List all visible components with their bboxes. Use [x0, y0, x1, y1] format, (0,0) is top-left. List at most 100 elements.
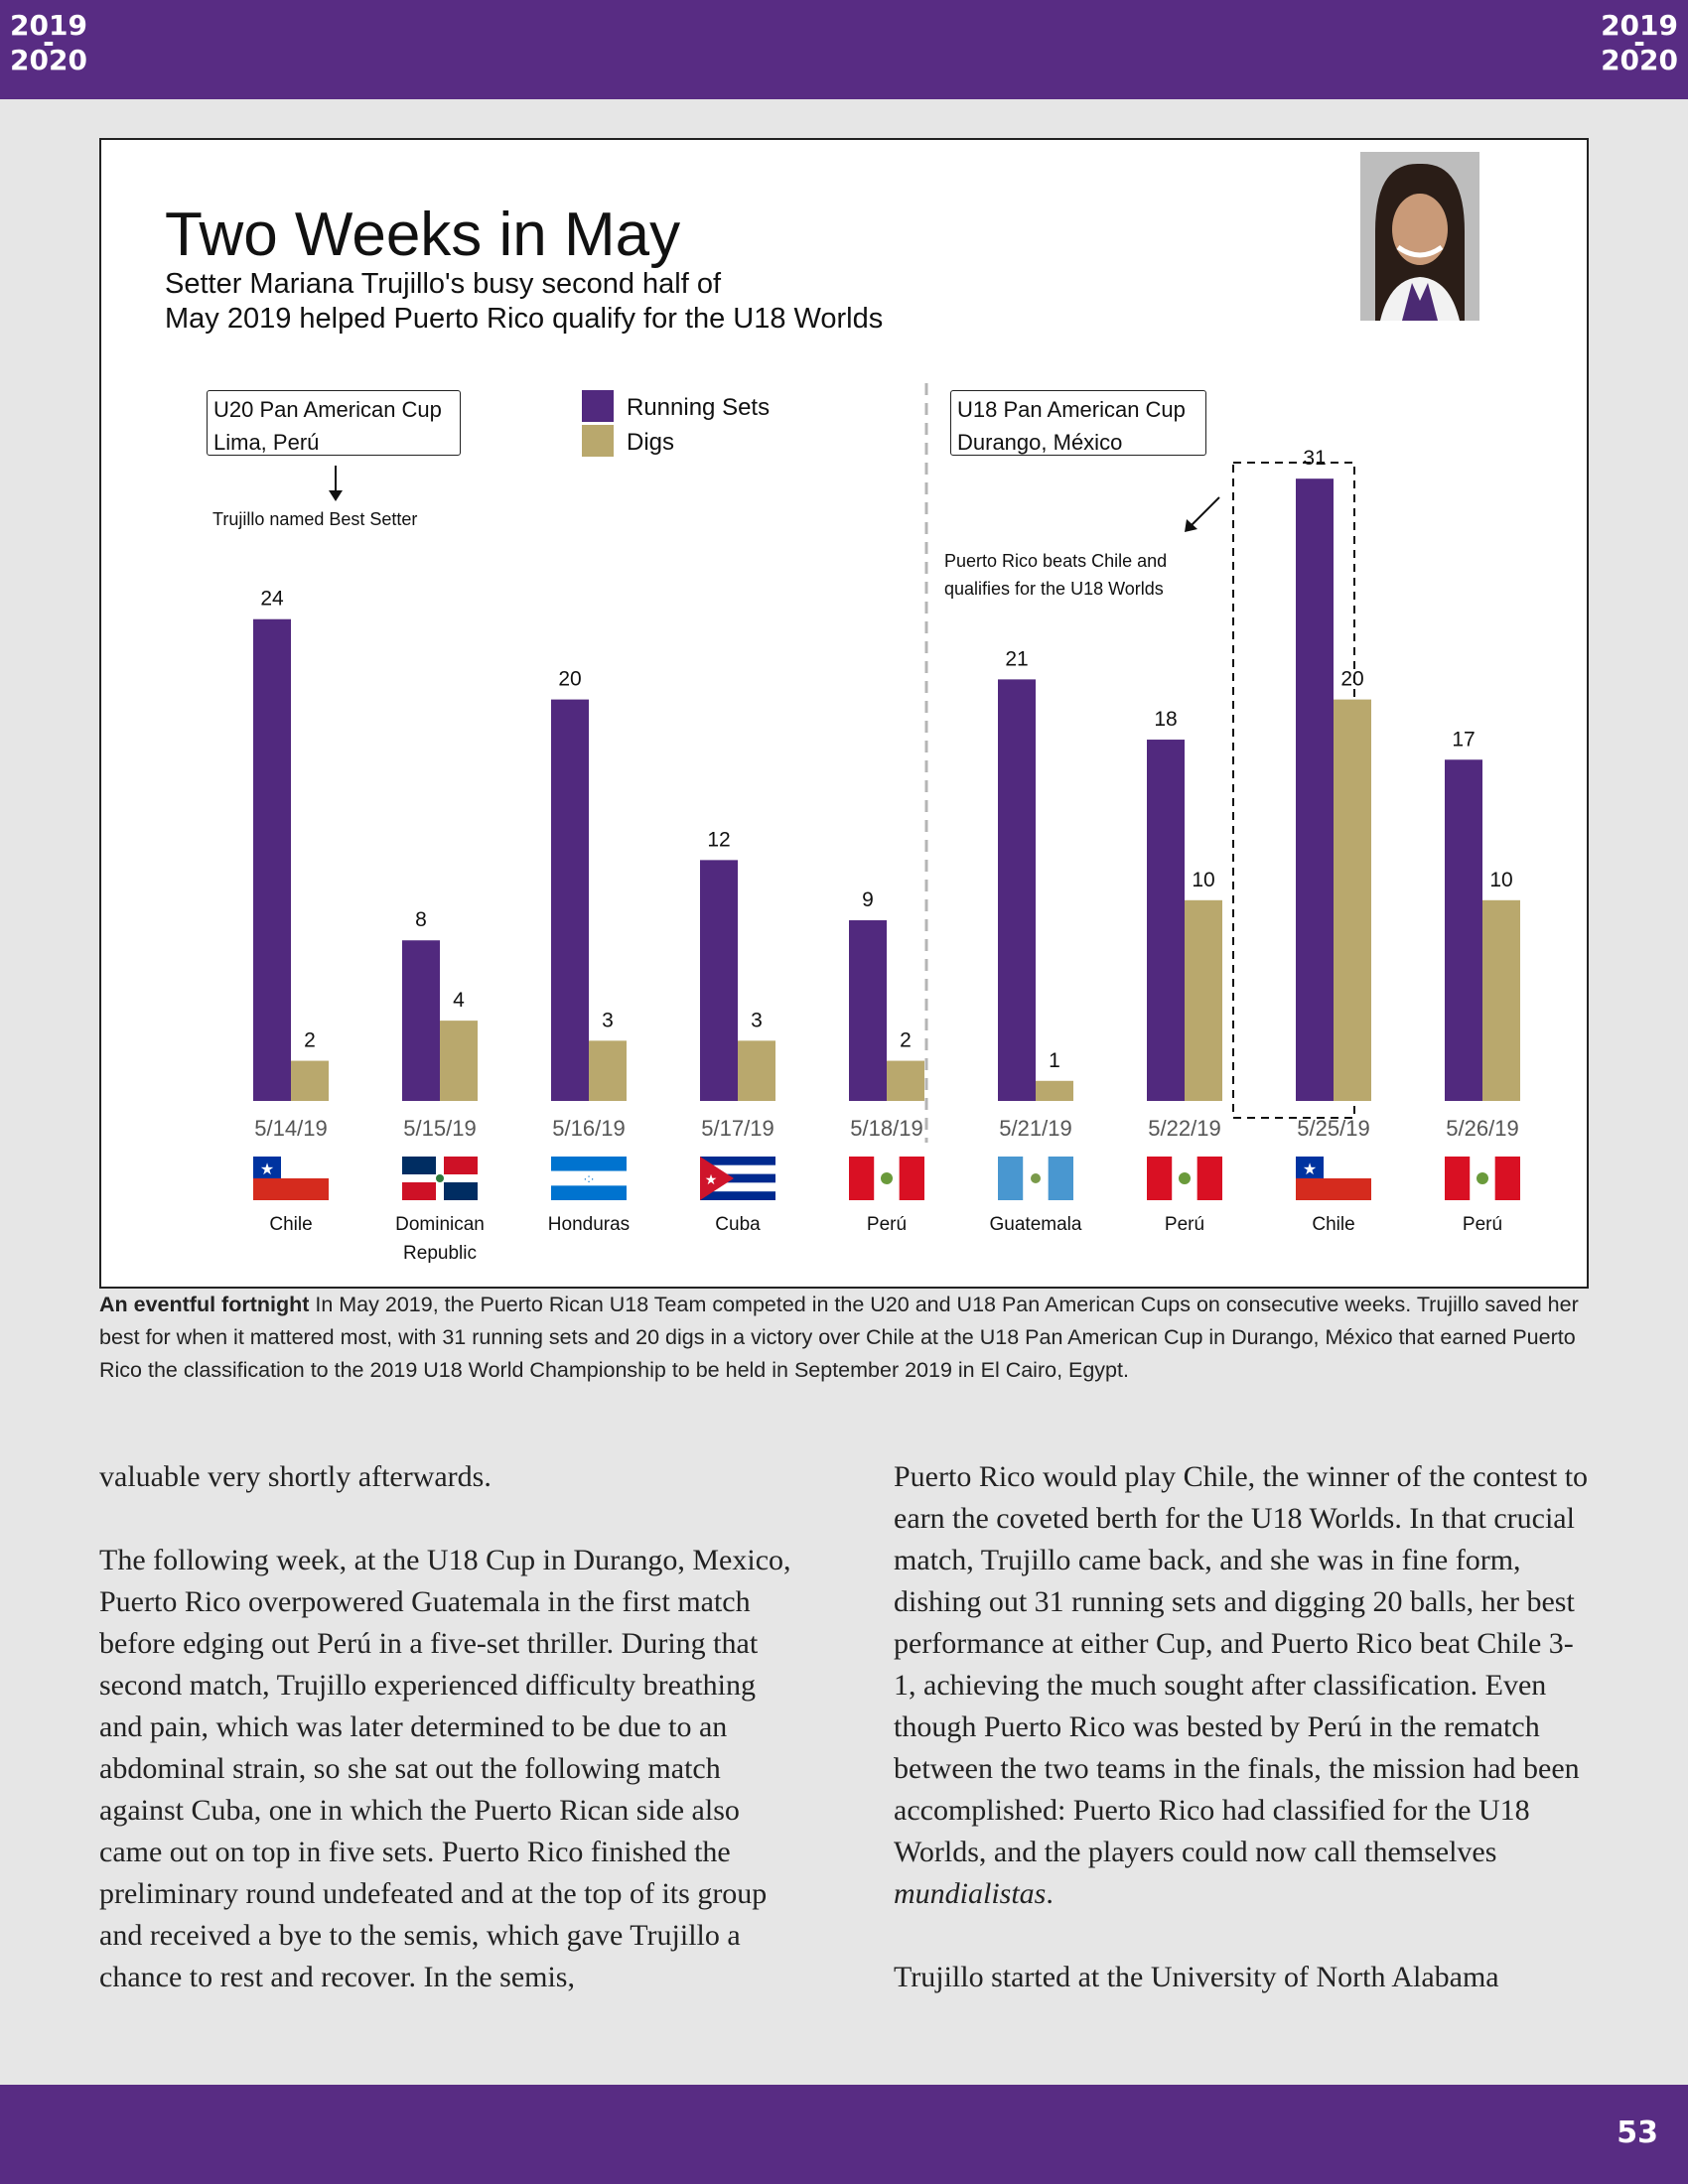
- flag-7-star: ★: [1303, 1161, 1317, 1178]
- flag-0-star: ★: [260, 1161, 274, 1178]
- x-tick-label-6: 5/22/19: [1148, 1116, 1220, 1141]
- bar-running-sets-4: [849, 920, 887, 1101]
- chart-figure: Two Weeks in May Setter Mariana Trujillo…: [99, 138, 1589, 1289]
- opponent-label-4: Perú: [867, 1214, 907, 1235]
- player-photo: [1360, 152, 1479, 321]
- opponent-label-6: Perú: [1165, 1214, 1204, 1235]
- data-label-1-0: 2: [304, 1029, 316, 1052]
- bar-running-sets-8: [1445, 759, 1482, 1101]
- flag-5-right: [1048, 1157, 1073, 1200]
- data-label-1-8: 10: [1489, 869, 1512, 891]
- data-label-0-6: 18: [1154, 708, 1177, 731]
- legend-label-digs: Digs: [627, 429, 675, 456]
- flag-7-red: [1296, 1178, 1371, 1200]
- flag-1-emblem: [436, 1174, 444, 1182]
- u18-tournament-label: U18 Pan American Cup Durango, México: [950, 390, 1206, 456]
- data-label-0-5: 21: [1005, 647, 1028, 670]
- data-label-0-2: 20: [558, 668, 581, 691]
- data-label-1-3: 3: [751, 1009, 763, 1031]
- opponent-label-3: Cuba: [715, 1214, 761, 1235]
- u20-tournament-label: U20 Pan American Cup Lima, Perú: [207, 390, 461, 456]
- flag-6-right: [1196, 1157, 1222, 1200]
- bar-digs-4: [887, 1060, 924, 1101]
- best-setter-arrowhead: [329, 490, 343, 501]
- flag-2-middle: [551, 1170, 627, 1186]
- flag-1-q1: [402, 1157, 440, 1178]
- opponent-label-7: Chile: [1312, 1214, 1354, 1235]
- bar-running-sets-5: [998, 679, 1036, 1101]
- bar-digs-3: [738, 1040, 775, 1101]
- bar-digs-6: [1185, 899, 1222, 1101]
- flag-0-red: [253, 1178, 329, 1200]
- bar-digs-7: [1334, 699, 1371, 1101]
- legend-label-running-sets: Running Sets: [627, 394, 771, 421]
- flag-3-stripe-2: [700, 1173, 775, 1183]
- flag-2-top: [551, 1157, 627, 1171]
- legend-swatch-running-sets: [582, 390, 614, 422]
- bar-digs-2: [589, 1040, 627, 1101]
- flag-1-q2: [440, 1157, 478, 1178]
- bar-running-sets-1: [402, 940, 440, 1101]
- flag-5-left: [998, 1157, 1024, 1200]
- bar-digs-1: [440, 1021, 478, 1101]
- opponent-label-1-b: Republic: [403, 1243, 477, 1264]
- flag-4-emblem: [881, 1172, 893, 1184]
- bar-running-sets-3: [700, 860, 738, 1101]
- opponent-label-2: Honduras: [548, 1214, 630, 1235]
- data-label-0-4: 9: [862, 888, 874, 911]
- x-tick-label-2: 5/16/19: [552, 1116, 625, 1141]
- data-label-0-8: 17: [1452, 728, 1475, 751]
- data-label-0-0: 24: [260, 588, 284, 611]
- flag-3-star: ★: [705, 1171, 718, 1187]
- bar-digs-0: [291, 1060, 329, 1101]
- flag-6-left: [1147, 1157, 1173, 1200]
- opponent-label-0: Chile: [269, 1214, 312, 1235]
- flag-0-canton: [253, 1157, 281, 1178]
- flag-7-canton: [1296, 1157, 1324, 1178]
- x-tick-label-8: 5/26/19: [1446, 1116, 1518, 1141]
- flag-5-emblem: [1031, 1173, 1041, 1183]
- x-tick-label-3: 5/17/19: [701, 1116, 774, 1141]
- bar-running-sets-6: [1147, 740, 1185, 1101]
- flag-2-bottom: [551, 1185, 627, 1200]
- x-tick-label-5: 5/21/19: [999, 1116, 1071, 1141]
- opponent-label-8: Perú: [1463, 1214, 1502, 1235]
- bar-chart: 24 2 5/14/19 ★ Chile 8 4 5/15/19 Dominican Republ…: [253, 383, 1520, 1264]
- bar-digs-5: [1036, 1080, 1073, 1101]
- data-label-1-1: 4: [453, 989, 465, 1012]
- flag-1-q4: [440, 1178, 478, 1200]
- footer-band: [0, 2085, 1688, 2184]
- page-number: 53: [1617, 2116, 1658, 2150]
- flag-1-q3: [402, 1178, 440, 1200]
- figure-caption: An eventful fortnight In May 2019, the P…: [99, 1293, 1579, 1382]
- x-tick-label-1: 5/15/19: [403, 1116, 476, 1141]
- flag-4-left: [849, 1157, 875, 1200]
- x-tick-label-7: 5/25/19: [1297, 1116, 1369, 1141]
- chart-title: Two Weeks in May: [165, 201, 681, 269]
- flag-4-right: [899, 1157, 924, 1200]
- bar-digs-8: [1482, 899, 1520, 1101]
- article-column-right: Puerto Rico would play Chile, the winner…: [894, 1460, 1589, 1993]
- flag-2-stars: ·:·: [583, 1171, 594, 1185]
- flag-3-stripe-4: [700, 1191, 775, 1200]
- qualify-arrow: [1191, 496, 1220, 526]
- article-column-left: valuable very shortly afterwards. The fo…: [99, 1460, 791, 1993]
- bar-running-sets-2: [551, 699, 589, 1101]
- chart-subtitle: Setter Mariana Trujillo's busy second ha…: [165, 268, 884, 335]
- data-label-0-7: 31: [1303, 447, 1326, 470]
- qualify-note: Puerto Rico beats Chile and qualifies fo…: [944, 551, 1168, 599]
- x-tick-label-4: 5/18/19: [850, 1116, 922, 1141]
- data-label-1-5: 1: [1049, 1049, 1060, 1072]
- flag-3-stripe-0: [700, 1157, 775, 1165]
- x-tick-label-0: 5/14/19: [254, 1116, 327, 1141]
- best-setter-note: Trujillo named Best Setter: [212, 509, 418, 529]
- data-label-1-7: 20: [1340, 668, 1363, 691]
- opponent-label-5: Guatemala: [990, 1214, 1082, 1235]
- data-label-1-4: 2: [900, 1029, 912, 1052]
- flag-8-left: [1445, 1157, 1471, 1200]
- season-label-right: 2019 - 2020: [1601, 9, 1678, 76]
- legend-swatch-digs: [582, 425, 614, 457]
- flag-8-right: [1494, 1157, 1520, 1200]
- data-label-1-2: 3: [602, 1009, 614, 1031]
- flag-3-stripe-1: [700, 1164, 775, 1174]
